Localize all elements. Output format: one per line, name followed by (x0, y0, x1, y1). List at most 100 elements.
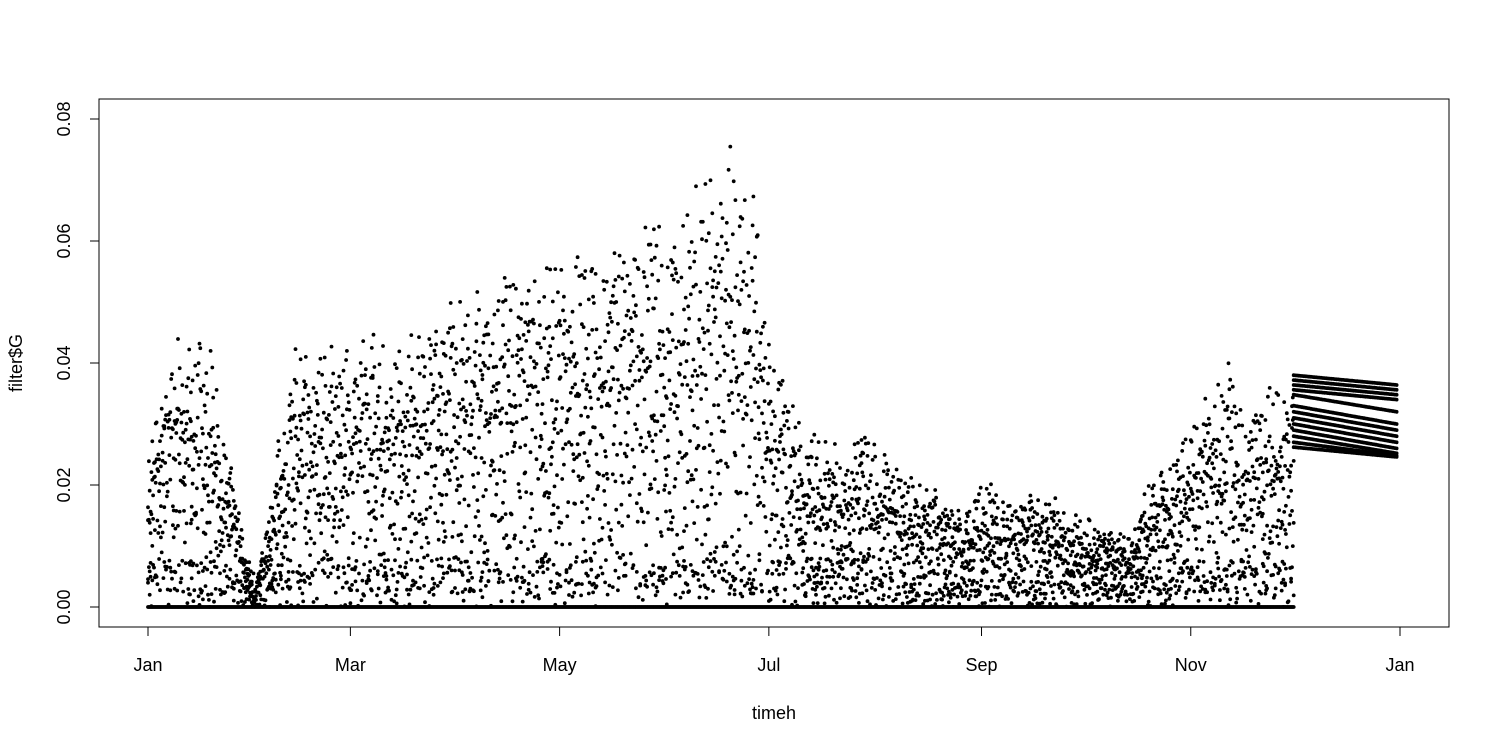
data-point (393, 537, 397, 542)
data-point (319, 531, 324, 536)
data-point (902, 571, 907, 576)
data-point (672, 410, 677, 415)
data-point (466, 313, 470, 318)
data-point (555, 399, 559, 404)
data-point (1116, 557, 1120, 562)
data-point (159, 535, 163, 540)
data-point (948, 556, 953, 561)
data-point (297, 586, 302, 591)
data-point (857, 486, 862, 491)
data-point (401, 410, 406, 415)
data-point (607, 583, 612, 588)
data-point (943, 507, 948, 512)
data-point (454, 456, 459, 460)
data-point (977, 548, 982, 552)
data-point (947, 600, 951, 605)
data-point (327, 413, 331, 417)
data-point (845, 557, 850, 561)
data-point (619, 383, 624, 388)
data-point (400, 439, 405, 444)
data-point (837, 525, 842, 529)
data-point (827, 593, 831, 598)
data-point (620, 524, 625, 528)
data-point (881, 593, 886, 598)
data-point (875, 507, 879, 512)
data-point (709, 432, 714, 436)
data-point (518, 445, 523, 450)
data-point (404, 560, 408, 565)
data-point (769, 422, 774, 426)
data-point (1110, 537, 1114, 542)
data-point (960, 561, 965, 565)
data-point (1066, 561, 1070, 566)
data-point (630, 447, 635, 452)
data-point (658, 566, 663, 570)
data-point (517, 489, 522, 494)
data-point (678, 362, 683, 366)
data-point (811, 568, 816, 573)
data-point (441, 341, 446, 345)
data-point (210, 365, 215, 370)
data-point (814, 565, 818, 570)
data-point (382, 430, 387, 435)
data-point (174, 509, 179, 513)
data-point (555, 473, 559, 478)
data-point (450, 535, 455, 539)
data-point (242, 562, 246, 567)
data-point (858, 551, 863, 556)
data-point (869, 569, 873, 574)
data-point (747, 294, 751, 298)
data-point (641, 270, 646, 274)
data-point (386, 558, 390, 562)
data-point (213, 540, 218, 544)
data-point (757, 552, 762, 557)
data-point (1051, 519, 1056, 523)
data-point (781, 410, 786, 415)
data-point (827, 507, 831, 511)
data-point (388, 413, 393, 418)
data-point (464, 524, 468, 529)
data-point (1067, 587, 1071, 591)
data-point (636, 345, 641, 349)
data-point (551, 420, 556, 425)
data-point (546, 495, 551, 500)
data-point (1049, 570, 1053, 575)
data-point (539, 411, 544, 416)
data-point (776, 530, 781, 534)
data-point (276, 503, 281, 508)
data-point (434, 329, 438, 334)
data-point (550, 440, 555, 445)
data-point (514, 579, 519, 583)
data-point (227, 543, 232, 547)
data-point (225, 584, 230, 589)
data-point (873, 454, 878, 459)
data-point (992, 585, 997, 589)
data-point (288, 392, 293, 397)
data-point (452, 413, 456, 417)
data-point (223, 520, 228, 525)
data-point (724, 461, 728, 466)
data-point (822, 601, 827, 606)
data-point (369, 346, 374, 350)
data-point (810, 507, 815, 512)
data-point (841, 575, 846, 580)
data-point (590, 328, 595, 332)
data-point (793, 451, 798, 456)
data-point (542, 336, 547, 341)
data-point (478, 404, 483, 409)
data-point (249, 579, 254, 584)
data-point (1104, 583, 1108, 588)
data-point (905, 595, 909, 599)
data-point (1092, 553, 1096, 558)
data-point (628, 282, 632, 286)
data-point (517, 336, 522, 341)
data-point (761, 366, 766, 371)
data-point (1090, 563, 1094, 567)
data-point (930, 592, 935, 597)
data-point (472, 589, 476, 594)
data-point (165, 494, 169, 499)
data-point (611, 284, 616, 289)
data-point (439, 556, 444, 561)
data-point (150, 439, 155, 444)
data-point (859, 567, 864, 572)
